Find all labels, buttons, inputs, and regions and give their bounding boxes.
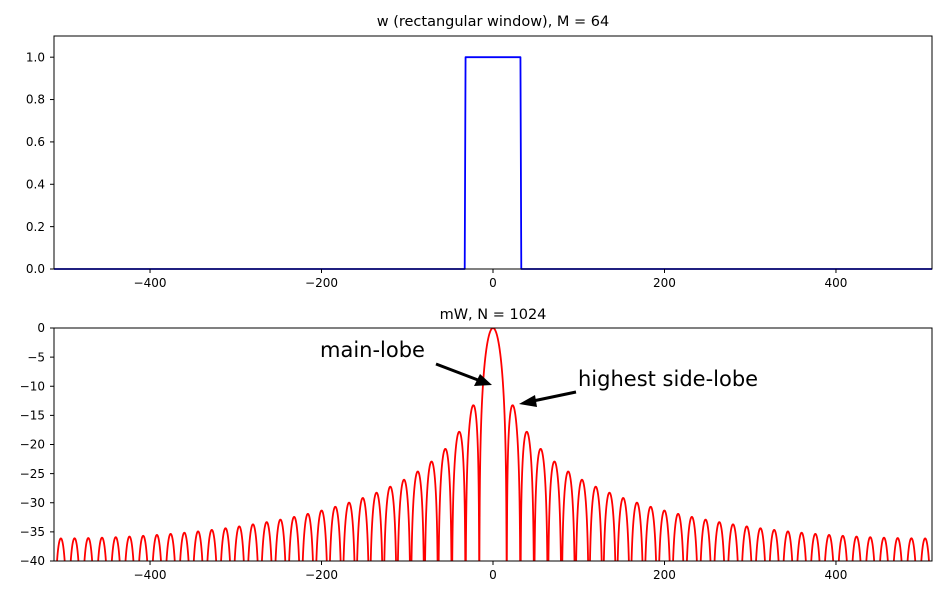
- plot-spectrum-xticks: −400 −200 0 200 400: [134, 561, 848, 582]
- plot-window-ytick-label: 1.0: [26, 50, 45, 64]
- annotation-side-lobe-arrowhead: [519, 395, 537, 407]
- plot-spectrum-xtick-label: 200: [653, 568, 676, 582]
- annotation-main-lobe-arrowhead: [474, 374, 492, 386]
- plot-window-yticks: 0.0 0.2 0.4 0.6 0.8 1.0: [26, 50, 54, 276]
- plot-spectrum-xtick-label: −200: [305, 568, 338, 582]
- annotation-main-lobe-arrow-shaft: [435, 362, 479, 382]
- plot-spectrum-ytick-label: −5: [27, 350, 45, 364]
- plot-spectrum-xtick-label: 400: [825, 568, 848, 582]
- plot-window-frame: [53, 35, 933, 270]
- annotation-side-lobe-arrow-shaft: [532, 390, 577, 403]
- plot-window-xtick-label: −400: [134, 276, 167, 290]
- plot-spectrum-ytick-label: −30: [20, 496, 45, 510]
- plot-spectrum: mW, N = 1024 −400 −200 0 200 400 0 −5 −10 −15 −2…: [20, 307, 933, 582]
- plot-spectrum-ytick-label: 0: [37, 321, 45, 335]
- plot-window-xtick-label: −200: [305, 276, 338, 290]
- plot-window-title: w (rectangular window), M = 64: [377, 14, 610, 30]
- annotation-highest-side-lobe: highest side-lobe: [578, 367, 758, 391]
- plot-spectrum-ytick-label: −35: [20, 525, 45, 539]
- plot-spectrum-line-layer: [56, 328, 930, 561]
- plot-spectrum-yticks: 0 −5 −10 −15 −20 −25 −30 −35 −40: [20, 321, 54, 568]
- annotation-main-lobe: main-lobe: [320, 338, 425, 362]
- plot-spectrum-xtick-label: 0: [489, 568, 497, 582]
- plot-window-ytick-label: 0.6: [26, 135, 45, 149]
- plot-window-xtick-label: 400: [825, 276, 848, 290]
- plot-spectrum-ytick-label: −25: [20, 467, 45, 481]
- plot-window-xtick-label: 0: [489, 276, 497, 290]
- plot-spectrum-frame: [53, 327, 933, 562]
- plot-window-ytick-label: 0.0: [26, 262, 45, 276]
- plot-window-xtick-label: 200: [653, 276, 676, 290]
- plot-window-ytick-label: 0.2: [26, 220, 45, 234]
- plot-window: w (rectangular window), M = 64 −400 −200 0…: [26, 14, 933, 290]
- plot-window-xticks: −400 −200 0 200 400: [134, 269, 848, 290]
- plot-spectrum-ytick-label: −10: [20, 379, 45, 393]
- plot-window-ytick-label: 0.8: [26, 93, 45, 107]
- plot-spectrum-series-line: [56, 328, 930, 561]
- plot-spectrum-ytick-label: −40: [20, 554, 45, 568]
- plot-window-ytick-label: 0.4: [26, 177, 45, 191]
- plot-spectrum-ytick-label: −20: [20, 438, 45, 452]
- plot-spectrum-xtick-label: −400: [134, 568, 167, 582]
- plot-spectrum-ytick-label: −15: [20, 409, 45, 423]
- plot-spectrum-title: mW, N = 1024: [440, 307, 547, 323]
